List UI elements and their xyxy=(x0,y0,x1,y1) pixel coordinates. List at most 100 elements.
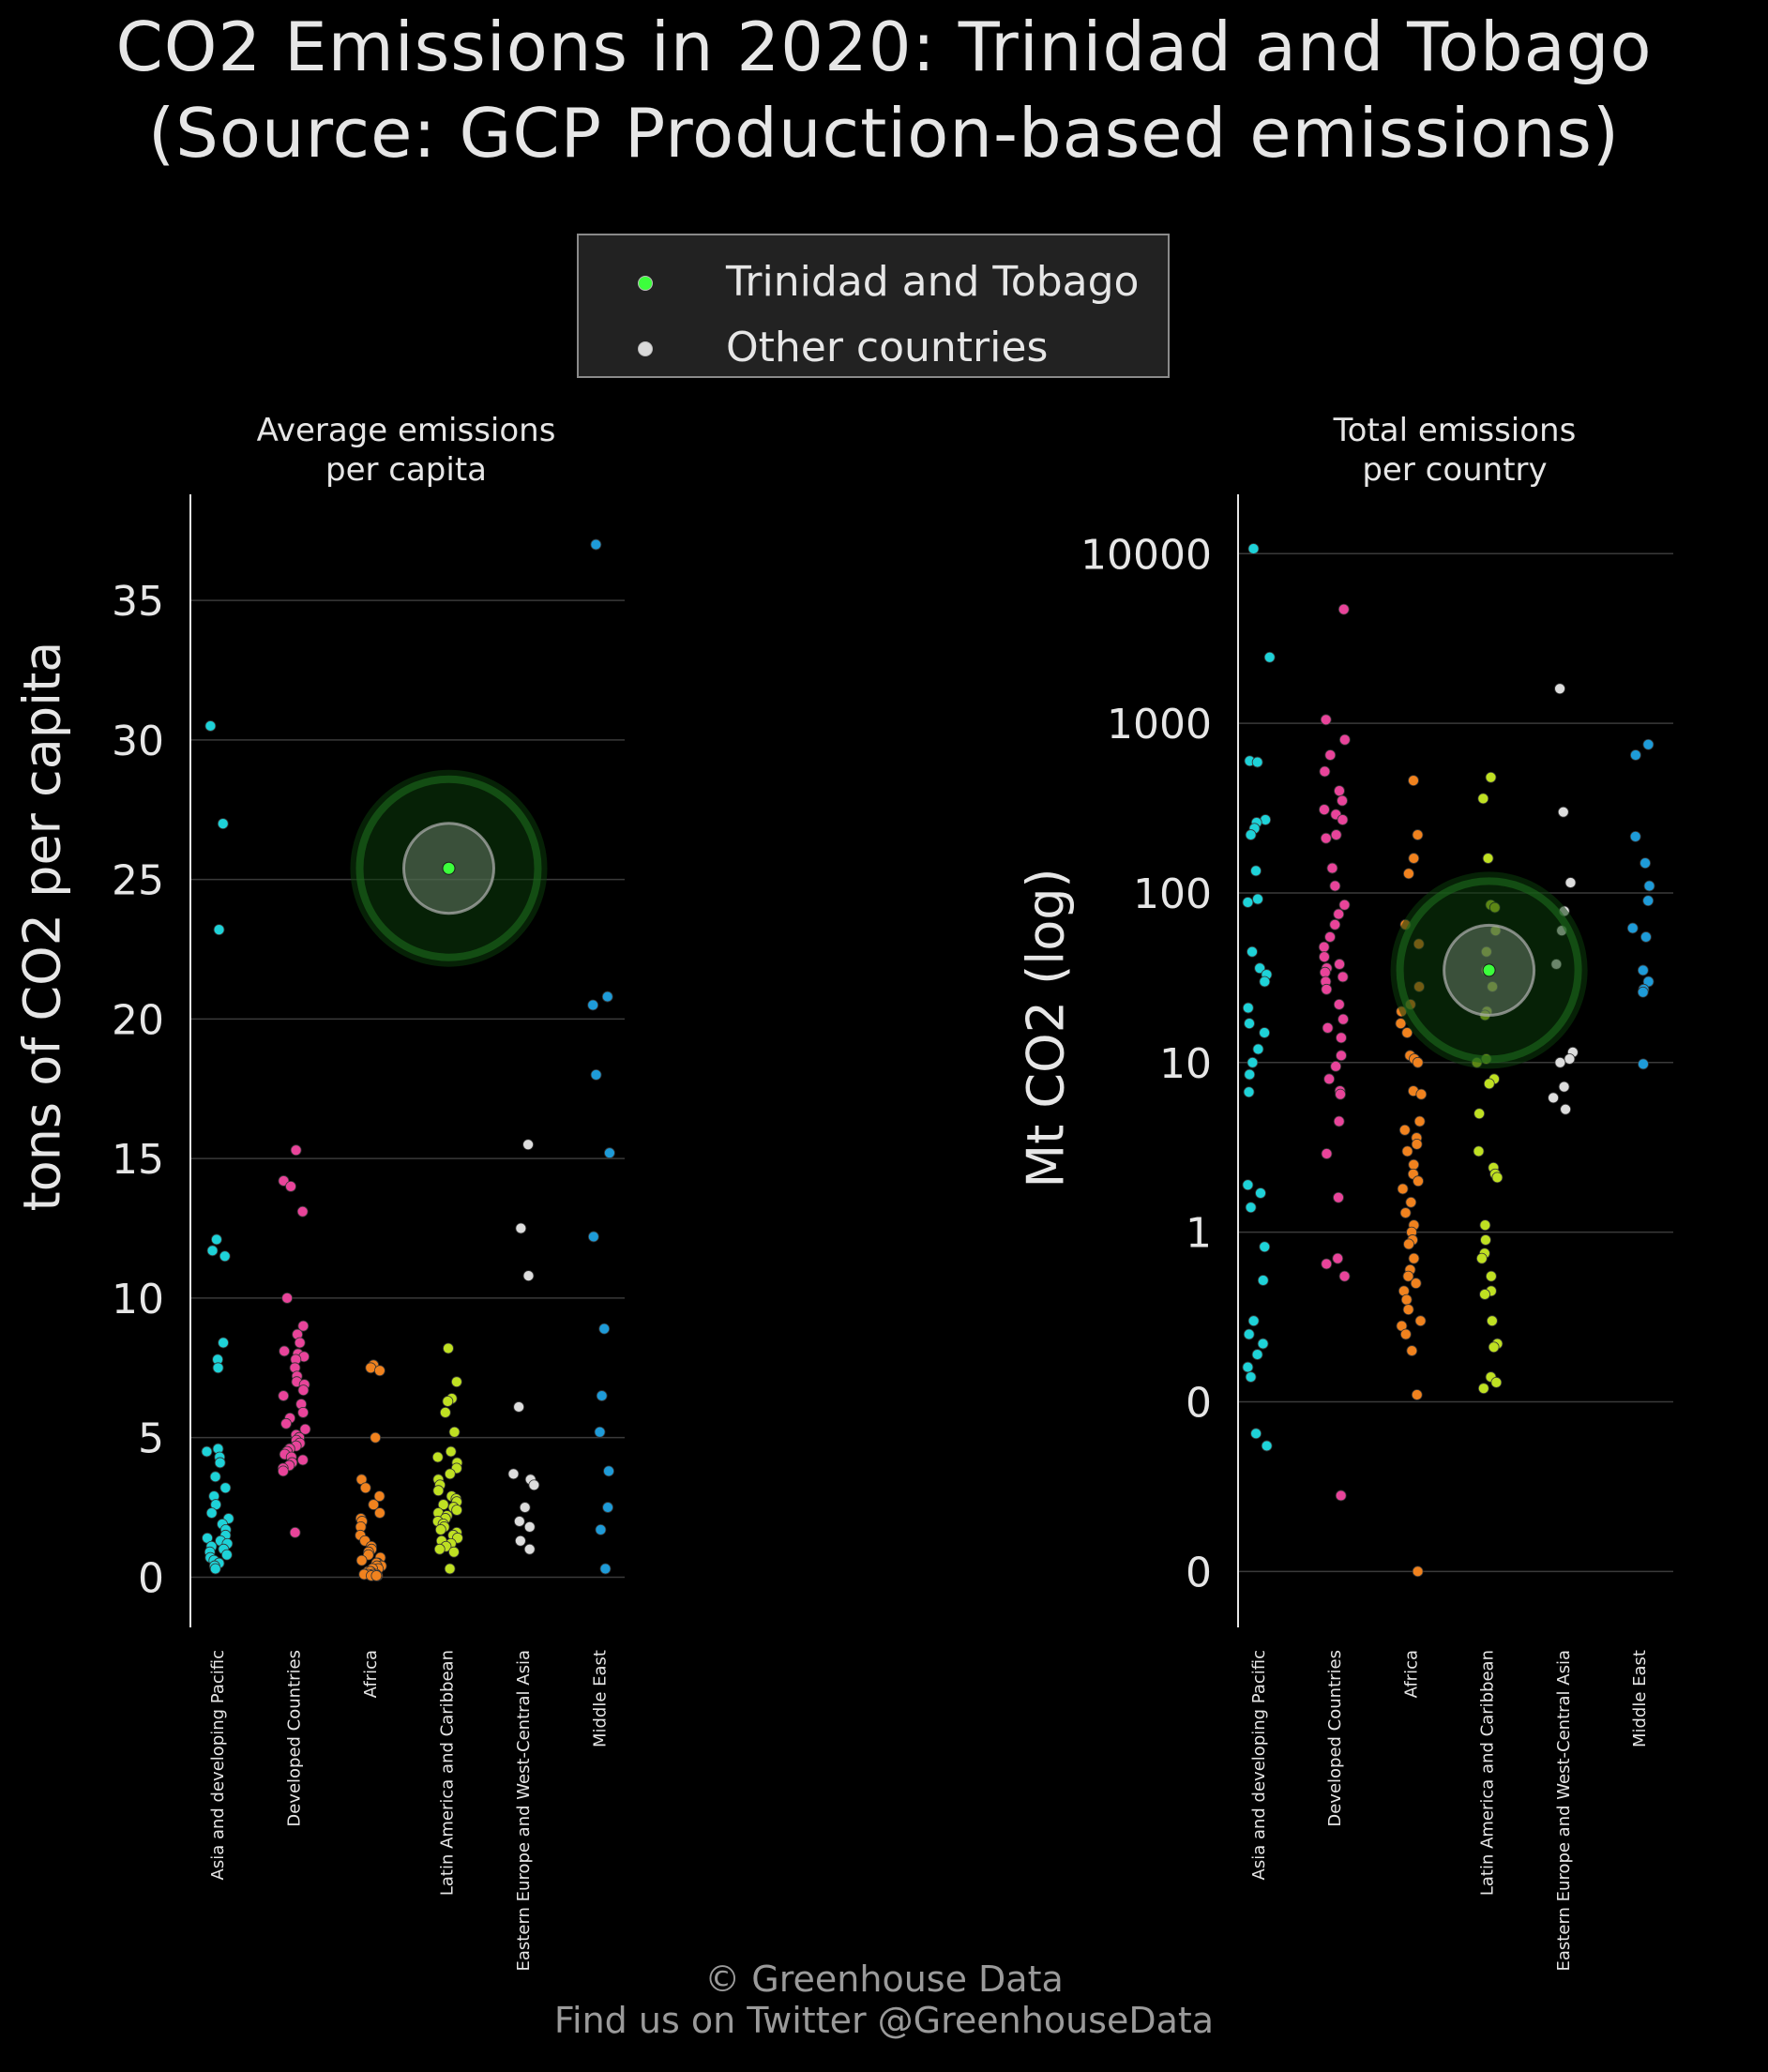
right-point-africa xyxy=(1406,1345,1418,1356)
right-point-latin-america-and-caribbean xyxy=(1482,853,1494,864)
right-point-developed-countries xyxy=(1326,862,1338,874)
left-point-middle-east xyxy=(599,1563,612,1575)
left-point-latin-america-and-caribbean xyxy=(445,1445,457,1458)
right-point-asia-and-developing-pacific xyxy=(1250,865,1262,877)
left-point-eastern-europe-and-west-central-asia xyxy=(523,1520,536,1533)
right-point-asia-and-developing-pacific xyxy=(1252,1043,1264,1055)
right-point-africa xyxy=(1401,1027,1413,1038)
right-point-latin-america-and-caribbean xyxy=(1483,1078,1495,1090)
right-point-latin-america-and-caribbean xyxy=(1491,1172,1504,1184)
left-point-latin-america-and-caribbean xyxy=(448,1426,461,1438)
right-point-africa xyxy=(1395,1018,1407,1030)
right-point-africa xyxy=(1397,1183,1409,1195)
right-point-latin-america-and-caribbean xyxy=(1486,1315,1498,1327)
left-highlight-halo-ring xyxy=(355,775,542,961)
left-x-tick-label: Eastern Europe and West-Central Asia xyxy=(514,1650,534,1971)
right-point-asia-and-developing-pacific xyxy=(1242,1179,1254,1191)
left-x-tick-label: Latin America and Caribbean xyxy=(438,1650,458,1896)
right-point-eastern-europe-and-west-central-asia xyxy=(1557,806,1569,818)
right-point-asia-and-developing-pacific xyxy=(1251,1349,1263,1360)
left-point-asia-and-developing-pacific xyxy=(205,1507,218,1519)
right-point-latin-america-and-caribbean xyxy=(1485,771,1497,783)
right-point-middle-east xyxy=(1640,857,1652,870)
left-point-asia-and-developing-pacific xyxy=(214,1457,226,1469)
left-point-middle-east xyxy=(602,1502,613,1513)
right-point-eastern-europe-and-west-central-asia xyxy=(1554,683,1565,695)
right-point-developed-countries xyxy=(1330,829,1342,840)
right-point-africa xyxy=(1405,1196,1417,1208)
left-point-developed-countries xyxy=(281,1293,294,1304)
left-point-eastern-europe-and-west-central-asia xyxy=(528,1479,540,1491)
right-point-africa xyxy=(1402,1304,1414,1315)
right-point-middle-east xyxy=(1642,738,1655,750)
right-point-developed-countries xyxy=(1335,1088,1346,1100)
right-point-asia-and-developing-pacific xyxy=(1255,1187,1266,1199)
right-point-asia-and-developing-pacific xyxy=(1242,1002,1254,1014)
right-panel-title-line1: Total emissions xyxy=(1333,412,1577,449)
left-point-middle-east xyxy=(587,999,599,1011)
right-highlight-halo-ring xyxy=(1396,877,1582,1064)
right-point-africa xyxy=(1403,1238,1414,1250)
left-point-middle-east xyxy=(604,1147,615,1159)
right-point-latin-america-and-caribbean xyxy=(1477,1383,1489,1395)
chart-title-line2: (Source: GCP Production-based emissions) xyxy=(148,94,1620,173)
left-point-eastern-europe-and-west-central-asia xyxy=(514,1535,526,1547)
right-point-developed-countries xyxy=(1332,1252,1344,1264)
right-x-tick-label: Asia and developing Pacific xyxy=(1249,1650,1269,1880)
right-point-middle-east xyxy=(1640,931,1652,943)
right-point-asia-and-developing-pacific xyxy=(1259,1241,1271,1253)
left-point-developed-countries xyxy=(285,1180,296,1192)
right-point-developed-countries xyxy=(1320,714,1332,726)
right-point-latin-america-and-caribbean xyxy=(1479,1219,1491,1232)
right-point-africa xyxy=(1399,1328,1412,1340)
right-point-africa xyxy=(1408,1158,1420,1171)
right-point-africa xyxy=(1411,1138,1423,1150)
footer-twitter: Find us on Twitter @GreenhouseData xyxy=(553,2000,1215,2041)
left-point-middle-east xyxy=(598,1323,611,1335)
right-x-tick-label: Africa xyxy=(1401,1650,1421,1698)
right-point-asia-and-developing-pacific xyxy=(1245,1371,1257,1383)
right-point-africa xyxy=(1413,1175,1424,1187)
right-point-africa xyxy=(1400,1293,1413,1306)
left-point-latin-america-and-caribbean xyxy=(444,1563,456,1575)
legend-label-highlight: Trinidad and Tobago xyxy=(726,258,1140,306)
right-point-developed-countries xyxy=(1319,966,1331,978)
right-point-developed-countries xyxy=(1318,941,1330,953)
right-x-tick-label: Developed Countries xyxy=(1325,1650,1345,1827)
left-panel-title-line1: Average emissions xyxy=(256,412,556,449)
right-point-middle-east xyxy=(1643,880,1655,892)
right-y-tick-label: 100 xyxy=(1133,870,1212,918)
left-point-asia-and-developing-pacific xyxy=(201,1445,213,1458)
right-x-tick-label: Eastern Europe and West-Central Asia xyxy=(1554,1650,1574,1971)
right-point-developed-countries xyxy=(1335,1490,1347,1502)
left-point-eastern-europe-and-west-central-asia xyxy=(522,1270,535,1282)
left-point-developed-countries xyxy=(299,1423,311,1435)
right-point-africa xyxy=(1414,1315,1427,1327)
left-point-latin-america-and-caribbean xyxy=(448,1546,460,1558)
right-point-middle-east xyxy=(1637,964,1649,976)
right-point-asia-and-developing-pacific xyxy=(1242,1361,1254,1373)
left-point-developed-countries xyxy=(294,1337,306,1349)
left-point-africa xyxy=(374,1507,385,1519)
right-point-developed-countries xyxy=(1319,951,1330,963)
right-point-developed-countries xyxy=(1324,931,1336,943)
right-point-developed-countries xyxy=(1337,1013,1349,1025)
legend-marker-others xyxy=(638,341,653,356)
left-point-eastern-europe-and-west-central-asia xyxy=(515,1222,527,1234)
right-point-developed-countries xyxy=(1334,785,1345,796)
left-point-africa xyxy=(370,1431,382,1444)
left-point-asia-and-developing-pacific xyxy=(218,1337,229,1349)
left-point-latin-america-and-caribbean xyxy=(437,1499,449,1510)
left-point-latin-america-and-caribbean xyxy=(443,1342,454,1354)
right-point-eastern-europe-and-west-central-asia xyxy=(1560,1103,1572,1115)
right-point-asia-and-developing-pacific xyxy=(1247,1315,1260,1327)
left-point-asia-and-developing-pacific xyxy=(217,818,229,829)
left-y-tick-label: 25 xyxy=(112,857,164,905)
right-x-tick-label: Middle East xyxy=(1630,1650,1650,1747)
right-point-middle-east xyxy=(1626,922,1639,934)
right-point-latin-america-and-caribbean xyxy=(1480,1234,1491,1246)
left-point-middle-east xyxy=(596,1390,608,1401)
right-point-developed-countries xyxy=(1333,1115,1345,1127)
right-y-tick-label: 0 xyxy=(1186,1379,1212,1427)
right-point-asia-and-developing-pacific xyxy=(1252,893,1263,905)
